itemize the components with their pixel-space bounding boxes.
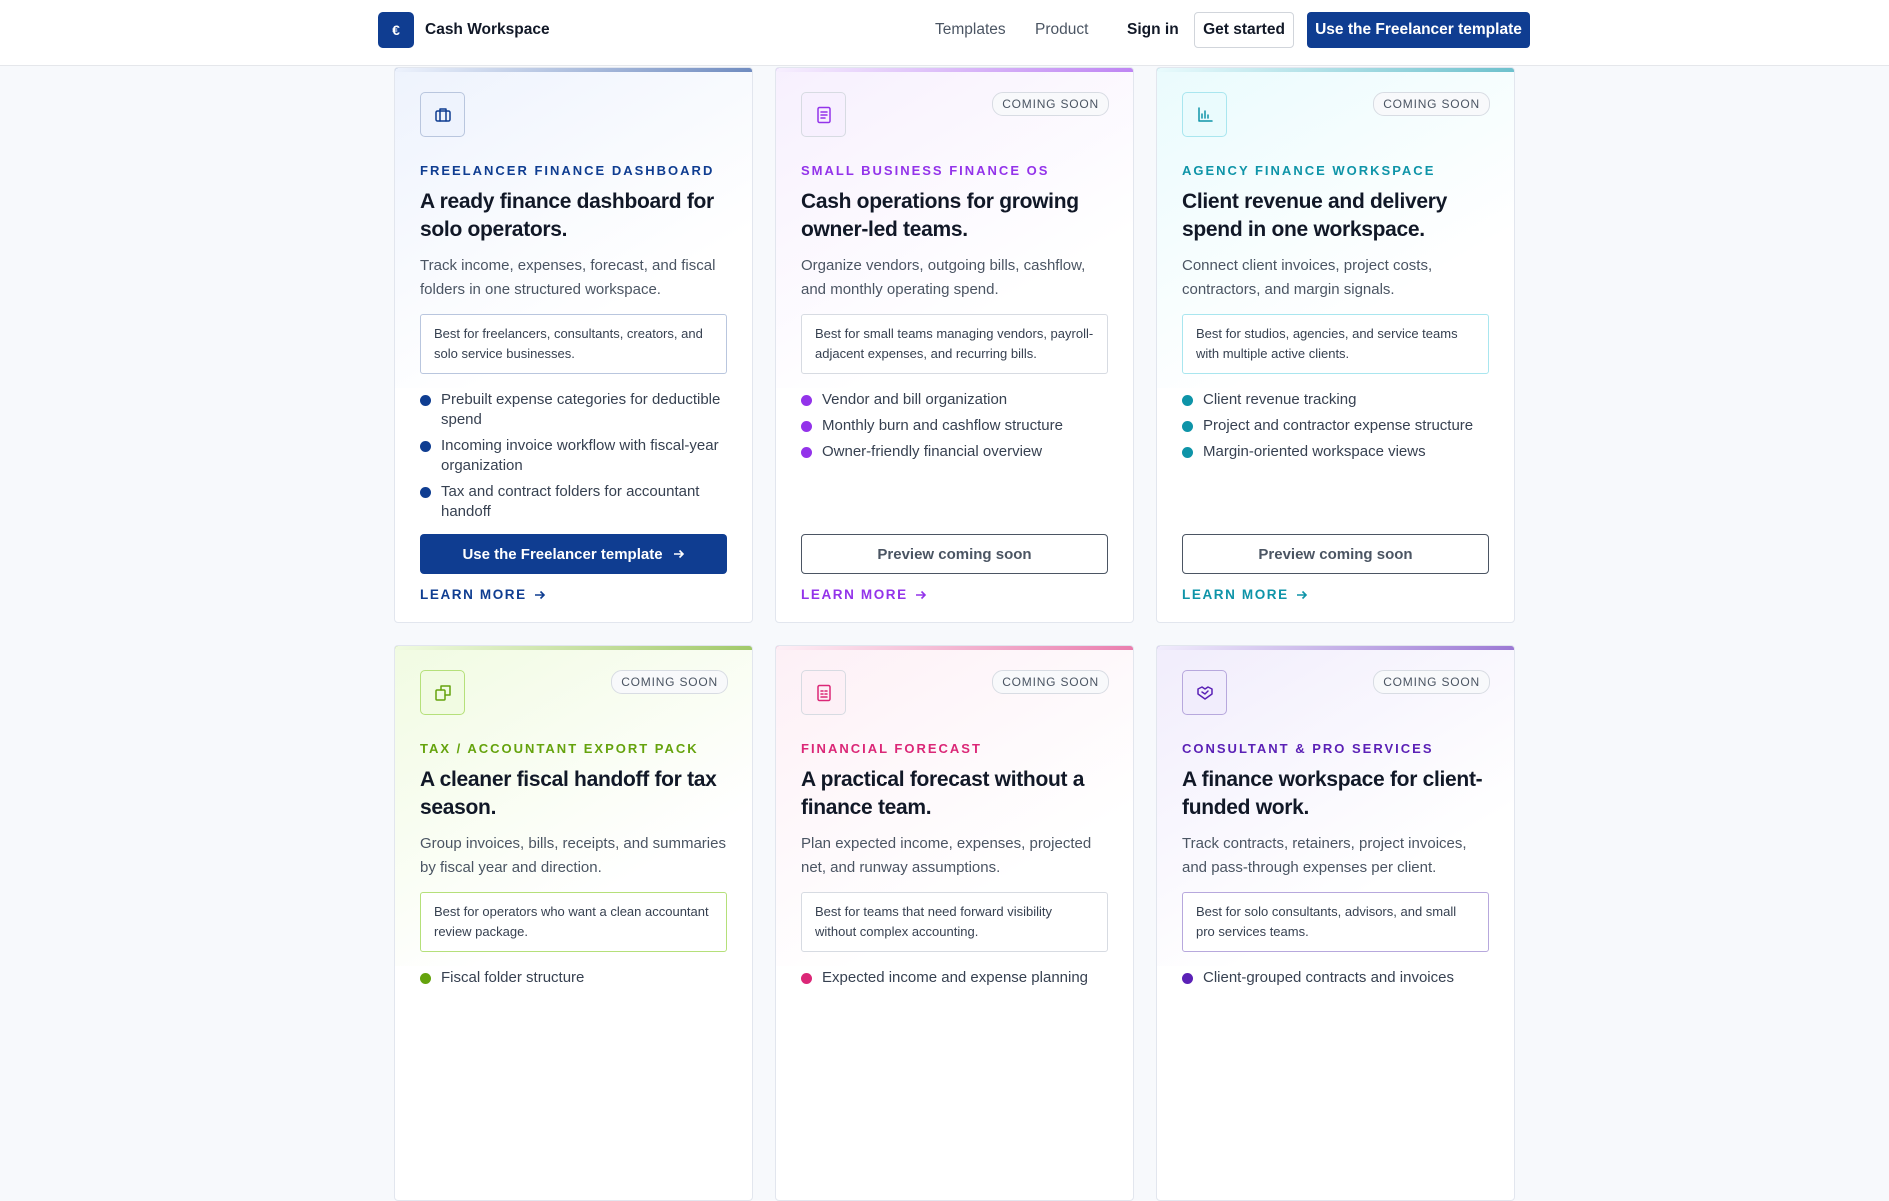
- card-icon: [801, 670, 846, 715]
- card-icon: [1182, 92, 1227, 137]
- best-for-note: Best for solo consultants, advisors, and…: [1182, 892, 1489, 952]
- feature-item: Client-grouped contracts and invoices: [1182, 968, 1489, 988]
- learn-more-link[interactable]: LEARN MORE: [801, 587, 1108, 602]
- status-badge: COMING SOON: [1373, 670, 1490, 694]
- button-label: Preview coming soon: [877, 545, 1032, 563]
- best-for-note: Best for freelancers, consultants, creat…: [420, 314, 727, 374]
- link-label: LEARN MORE: [801, 587, 908, 602]
- card-button[interactable]: Use the Freelancer template: [420, 534, 727, 574]
- best-for-note: Best for studios, agencies, and service …: [1182, 314, 1489, 374]
- feature-item: Project and contractor expense structure: [1182, 416, 1489, 436]
- link-label: LEARN MORE: [1182, 587, 1289, 602]
- feature-list: Vendor and bill organization Monthly burn…: [801, 390, 1108, 468]
- card-icon: [420, 92, 465, 137]
- link-label: LEARN MORE: [420, 587, 527, 602]
- card-icon: [1182, 670, 1227, 715]
- cta-button[interactable]: Use the Freelancer template: [1307, 12, 1530, 48]
- best-for-note: Best for teams that need forward visibil…: [801, 892, 1108, 952]
- feature-item: Tax and contract folders for accountant …: [420, 482, 727, 522]
- best-for-note: Best for operators who want a clean acco…: [420, 892, 727, 952]
- best-for-note: Best for small teams managing vendors, p…: [801, 314, 1108, 374]
- icon-glyph: [816, 106, 831, 123]
- learn-more-link[interactable]: LEARN MORE: [1182, 587, 1489, 602]
- button-label: Use the Freelancer template: [462, 545, 663, 563]
- feature-list: Fiscal folder structure: [420, 968, 727, 994]
- learn-more-link[interactable]: LEARN MORE: [420, 587, 727, 602]
- feature-item: Vendor and bill organization: [801, 390, 1108, 410]
- card-eyebrow: CONSULTANT & PRO SERVICES: [1182, 741, 1434, 756]
- feature-item: Incoming invoice workflow with fiscal-ye…: [420, 436, 727, 476]
- top-bar: € Cash Workspace Templates Product Sign …: [0, 0, 1889, 66]
- template-card: COMING SOON CONSULTANT & PRO SERVICES A fi…: [1156, 645, 1515, 1201]
- template-grid: FREELANCER FINANCE DASHBOARD A ready fina…: [394, 67, 1515, 1201]
- arrow-icon: [1296, 590, 1307, 599]
- template-card: COMING SOON AGENCY FINANCE WORKSPACE Clien…: [1156, 67, 1515, 623]
- card-title: A finance workspace for client-funded wo…: [1182, 768, 1483, 819]
- card-description: Connect client invoices, project costs, …: [1182, 257, 1433, 298]
- feature-list: Client revenue tracking Project and contr…: [1182, 390, 1489, 468]
- card-description: Track contracts, retainers, project invo…: [1182, 835, 1467, 876]
- template-card: COMING SOON SMALL BUSINESS FINANCE OS Cash…: [775, 67, 1134, 623]
- nav-link[interactable]: Product: [1035, 21, 1089, 38]
- icon-glyph: [1197, 106, 1213, 122]
- feature-item: Owner-friendly financial overview: [801, 442, 1108, 462]
- card-button[interactable]: Preview coming soon: [1182, 534, 1489, 574]
- template-card: FREELANCER FINANCE DASHBOARD A ready fina…: [394, 67, 753, 623]
- card-description: Plan expected income, expenses, projecte…: [801, 835, 1092, 876]
- card-title: A practical forecast without a finance t…: [801, 768, 1085, 819]
- feature-list: Prebuilt expense categories for deductib…: [420, 390, 727, 528]
- card-button[interactable]: Preview coming soon: [801, 534, 1108, 574]
- template-card: COMING SOON FINANCIAL FORECAST A practical…: [775, 645, 1134, 1201]
- card-eyebrow: FINANCIAL FORECAST: [801, 741, 982, 756]
- status-badge: COMING SOON: [1373, 92, 1490, 116]
- nav-link[interactable]: Templates: [935, 21, 1006, 38]
- arrow-icon: [915, 590, 926, 599]
- card-title: Client revenue and delivery spend in one…: [1182, 190, 1448, 241]
- feature-item: Margin-oriented workspace views: [1182, 442, 1489, 462]
- card-icon: [420, 670, 465, 715]
- card-eyebrow: SMALL BUSINESS FINANCE OS: [801, 163, 1050, 178]
- get-started-button[interactable]: Get started: [1194, 12, 1294, 48]
- brand-logo[interactable]: €: [378, 12, 414, 48]
- sign-in-link[interactable]: Sign in: [1127, 21, 1179, 38]
- feature-item: Expected income and expense planning: [801, 968, 1108, 988]
- icon-glyph: [434, 107, 451, 122]
- icon-glyph: [816, 684, 831, 701]
- feature-item: Fiscal folder structure: [420, 968, 727, 988]
- icon-glyph: [1196, 685, 1213, 700]
- arrow-icon: [673, 549, 684, 559]
- feature-item: Monthly burn and cashflow structure: [801, 416, 1108, 436]
- card-title: A ready finance dashboard for solo opera…: [420, 190, 714, 241]
- card-title: Cash operations for growing owner-led te…: [801, 190, 1079, 241]
- status-badge: COMING SOON: [992, 670, 1109, 694]
- feature-item: Prebuilt expense categories for deductib…: [420, 390, 727, 430]
- card-description: Track income, expenses, forecast, and fi…: [420, 257, 716, 298]
- card-description: Organize vendors, outgoing bills, cashfl…: [801, 257, 1086, 298]
- feature-item: Client revenue tracking: [1182, 390, 1489, 410]
- card-eyebrow: AGENCY FINANCE WORKSPACE: [1182, 163, 1436, 178]
- feature-list: Expected income and expense planning: [801, 968, 1108, 994]
- button-label: Preview coming soon: [1258, 545, 1413, 563]
- arrow-icon: [534, 590, 545, 599]
- feature-list: Client-grouped contracts and invoices: [1182, 968, 1489, 994]
- icon-glyph: [434, 684, 451, 701]
- card-title: A cleaner fiscal handoff for tax season.: [420, 768, 717, 819]
- status-badge: COMING SOON: [992, 92, 1109, 116]
- brand-name[interactable]: Cash Workspace: [425, 21, 550, 38]
- status-badge: COMING SOON: [611, 670, 728, 694]
- card-icon: [801, 92, 846, 137]
- template-card: COMING SOON TAX / ACCOUNTANT EXPORT PACK A…: [394, 645, 753, 1201]
- card-eyebrow: TAX / ACCOUNTANT EXPORT PACK: [420, 741, 699, 756]
- card-eyebrow: FREELANCER FINANCE DASHBOARD: [420, 163, 715, 178]
- card-description: Group invoices, bills, receipts, and sum…: [420, 835, 726, 876]
